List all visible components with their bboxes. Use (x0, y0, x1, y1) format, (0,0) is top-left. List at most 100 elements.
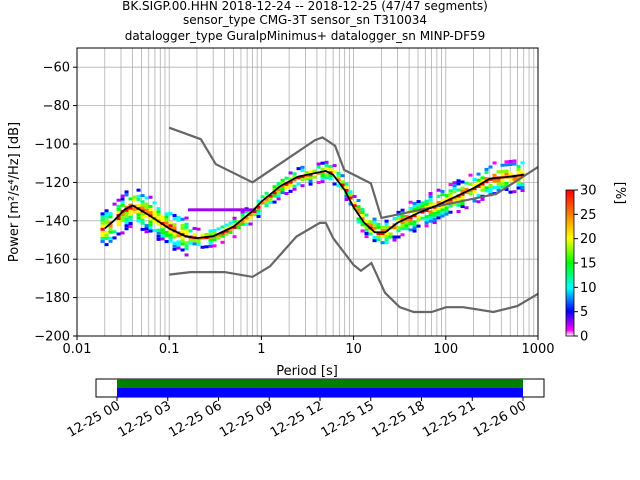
heatmap-cell (296, 176, 301, 180)
heatmap-cell (228, 227, 233, 231)
heatmap-cell (128, 197, 133, 201)
heatmap-cell (172, 244, 177, 248)
heatmap-cell (448, 195, 453, 199)
heatmap-cell (104, 243, 109, 247)
heatmap-cell (304, 171, 309, 175)
heatmap-cell (164, 218, 169, 222)
heatmap-cell (504, 187, 509, 191)
heatmap-cell (276, 191, 281, 195)
heatmap-cell (412, 211, 417, 215)
heatmap-cell (264, 191, 269, 195)
heatmap-cell (128, 203, 133, 207)
heatmap-cell (412, 204, 417, 208)
heatmap-cell (352, 204, 357, 208)
heatmap-cell (480, 188, 485, 192)
heatmap-cell (508, 163, 513, 167)
heatmap-cell (284, 192, 289, 196)
heatmap-cell (456, 188, 461, 192)
heatmap-cell (292, 187, 297, 191)
heatmap-cell (100, 230, 105, 234)
heatmap-cell (144, 196, 149, 200)
heatmap-cell (184, 216, 189, 220)
heatmap-cell (348, 196, 353, 200)
heatmap-cell (432, 211, 437, 215)
heatmap-cell (328, 174, 333, 178)
heatmap-cell (464, 187, 469, 191)
heatmap-cell (440, 189, 445, 193)
heatmap-cell (280, 184, 285, 188)
heatmap-cell (376, 238, 381, 242)
heatmap-cell (484, 170, 489, 174)
heatmap-cell (184, 228, 189, 232)
heatmap-cell (372, 223, 377, 227)
heatmap-cell (244, 210, 249, 214)
heatmap-cell (100, 221, 105, 225)
heatmap-cell (116, 223, 121, 227)
heatmap-cell (196, 208, 201, 212)
coverage-bars (117, 379, 523, 397)
heatmap-cell (124, 227, 129, 231)
heatmap-cell (440, 205, 445, 209)
heatmap-cell (424, 199, 429, 203)
heatmap-cell (104, 221, 109, 225)
heatmap-cell (448, 204, 453, 208)
heatmap-cell (168, 239, 173, 243)
heatmap-cell (440, 199, 445, 203)
heatmap-cell (112, 230, 117, 234)
heatmap-cell (124, 224, 129, 228)
heatmap-cell (252, 213, 257, 217)
heatmap-cell (384, 238, 389, 242)
heatmap-cell (120, 194, 125, 198)
heatmap-cell (140, 194, 145, 198)
heatmap-cell (116, 217, 121, 221)
plot-frame (76, 47, 539, 337)
heatmap-cell (328, 168, 333, 172)
heatmap-cell (488, 165, 493, 169)
heatmap-cell (360, 229, 365, 233)
time-tick-label: 12-26 00 (471, 398, 529, 440)
x-tick-label: 0.01 (63, 342, 92, 357)
heatmap-cell (512, 177, 517, 181)
heatmap-cell (272, 200, 277, 204)
heatmap-cell (156, 216, 161, 220)
heatmap-cell (500, 185, 505, 189)
heatmap-cell (160, 228, 165, 232)
heatmap-cell (344, 188, 349, 192)
heatmap-cell (124, 208, 129, 212)
heatmap-cell (152, 229, 157, 233)
time-tick-label: 12-25 00 (65, 398, 123, 440)
heatmap-cell (416, 215, 421, 219)
heatmap-cell (220, 231, 225, 235)
heatmap-cell (496, 188, 501, 192)
heatmap-cell (172, 247, 177, 251)
heatmap-cell (172, 241, 177, 245)
heatmap-cell (344, 185, 349, 189)
heatmap-cell (376, 235, 381, 239)
heatmap-cell (364, 213, 369, 217)
heatmap-cell (240, 219, 245, 223)
heatmap-cell (276, 181, 281, 185)
heatmap-cell (412, 201, 417, 205)
heatmap-cell (480, 182, 485, 186)
heatmap-cell (388, 232, 393, 236)
time-tick-label: 12-25 09 (217, 398, 275, 440)
heatmap-cell (408, 228, 413, 232)
heatmap-cell (360, 214, 365, 218)
heatmap-cell (380, 241, 385, 245)
heatmap-cell (420, 204, 425, 208)
heatmap-cell (228, 208, 233, 212)
heatmap-cell (108, 212, 113, 216)
heatmap-cell (164, 212, 169, 216)
heatmap-cell (268, 197, 273, 201)
heatmap-cell (344, 198, 349, 202)
heatmap-cell (380, 225, 385, 229)
heatmap-cell (128, 222, 133, 226)
heatmap-cell (288, 177, 293, 181)
heatmap-cell (500, 163, 505, 167)
heatmap-cell (216, 236, 221, 240)
heatmap-cell (364, 225, 369, 229)
heatmap-cell (488, 190, 493, 194)
heatmap-cell (436, 194, 441, 198)
heatmap-cell (184, 222, 189, 226)
y-tick-label: −80 (43, 99, 70, 114)
